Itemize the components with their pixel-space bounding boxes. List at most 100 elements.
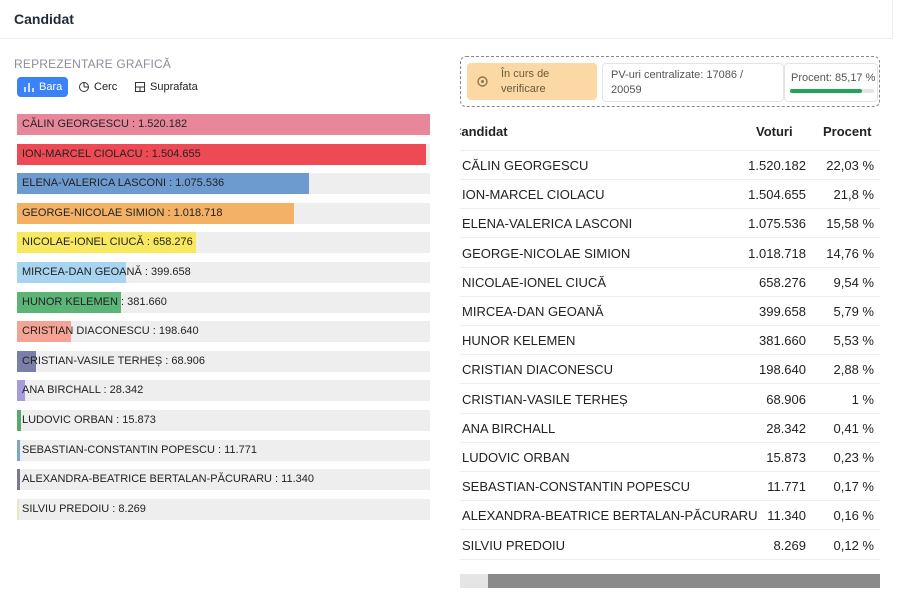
progress-track <box>790 89 874 93</box>
bar <box>17 173 310 195</box>
bar-track: ELENA-VALERICA LASCONI : 1.075.536 <box>17 173 430 195</box>
percent: 15,58 % <box>826 216 874 232</box>
scrollbar[interactable] <box>460 574 880 588</box>
tab-suprafata[interactable]: Suprafata <box>128 77 204 97</box>
tab-cerc[interactable]: Cerc <box>72 77 123 97</box>
candidate-name: CĂLIN GEORGESCU <box>462 158 589 173</box>
percent: 0,12 % <box>833 537 874 553</box>
votes: 198.640 <box>759 362 806 378</box>
status-badge: În curs de verificare <box>467 63 597 100</box>
votes: 658.276 <box>759 274 806 290</box>
bar-track: SILVIU PREDOIU : 8.269 <box>17 498 430 520</box>
bar-label: SEBASTIAN-CONSTANTIN POPESCU : 11.771 <box>22 443 257 456</box>
bar-track: CĂLIN GEORGESCU : 1.520.182 <box>17 114 430 135</box>
table-row: MIRCEA-DAN GEOANĂ 399.658 5,79 % <box>460 296 880 326</box>
candidate-name: ANA BIRCHALL <box>462 420 556 436</box>
bar-label: ANA BIRCHALL : 28.342 <box>22 384 144 397</box>
tab-label: Bara <box>39 81 63 93</box>
bar-label: CĂLIN GEORGESCU : 1.520.182 <box>22 118 188 130</box>
votes: 1.520.182 <box>748 158 806 173</box>
progress-text: Procent: 85,17 % <box>791 72 876 84</box>
candidate-name: CRISTIAN DIACONESCU <box>462 362 613 378</box>
pv-text: PV-uri centralizate: 17086 / 20059 <box>611 69 744 96</box>
tab-bara[interactable]: Bara <box>17 77 69 97</box>
bar-label: CRISTIAN DIACONESCU : 198.640 <box>22 325 199 338</box>
column-header: Voturi <box>756 124 793 139</box>
table-row: LUDOVIC ORBAN 15.873 0,23 % <box>460 442 880 472</box>
votes: 8.269 <box>773 537 806 553</box>
bar-track: NICOLAE-IONEL CIUCĂ : 658.276 <box>17 232 430 254</box>
icon <box>135 82 145 92</box>
candidate-name: MIRCEA-DAN GEOANĂ <box>462 304 604 319</box>
bar <box>17 380 25 402</box>
table-header: Candidat Voturi Procent <box>460 114 880 151</box>
progress-fill <box>790 89 862 93</box>
percent: 5,79 % <box>833 304 874 319</box>
table-row: ELENA-VALERICA LASCONI 1.075.536 15,58 % <box>460 208 880 239</box>
candidate-name: GEORGE-NICOLAE SIMION <box>462 245 631 261</box>
bar-label: MIRCEA-DAN GEOANĂ : 399.658 <box>22 266 191 278</box>
column-header: Procent <box>823 124 872 139</box>
bar <box>17 262 126 283</box>
pv-box: PV-uri centralizate: 17086 / 20059 <box>602 63 784 102</box>
bar-label: GEORGE-NICOLAE SIMION : 1.018.718 <box>22 206 223 219</box>
bar-track: GEORGE-NICOLAE SIMION : 1.018.718 <box>17 202 430 224</box>
candidate-name: CRISTIAN-VASILE TERHEȘ <box>462 391 628 407</box>
bar-track: ION-MARCEL CIOLACU : 1.504.655 <box>17 143 430 165</box>
votes: 381.660 <box>759 333 806 349</box>
bar-label: ELENA-VALERICA LASCONI : 1.075.536 <box>22 177 225 190</box>
bar-label: LUDOVIC ORBAN : 15.873 <box>22 414 156 426</box>
bar <box>17 232 196 254</box>
percent: 2,88 % <box>833 362 874 378</box>
bar <box>17 469 21 491</box>
candidate-name: NICOLAE-IONEL CIUCĂ <box>462 274 606 290</box>
bar <box>17 410 22 431</box>
percent: 14,76 % <box>826 245 874 261</box>
bar <box>17 291 121 313</box>
bar-track: LUDOVIC ORBAN : 15.873 <box>17 410 430 431</box>
bar-label: ALEXANDRA-BEATRICE BERTALAN-PĂCURARU : 1… <box>22 473 314 486</box>
header-title: Candidat <box>14 11 74 27</box>
column-header: Candidat <box>460 124 508 139</box>
table-row: ION-MARCEL CIOLACU 1.504.655 21,8 % <box>460 179 880 210</box>
candidate-name: ELENA-VALERICA LASCONI <box>462 216 633 232</box>
candidate-name: SILVIU PREDOIU <box>462 537 566 553</box>
bar-track: ALEXANDRA-BEATRICE BERTALAN-PĂCURARU : 1… <box>17 469 430 491</box>
table-row: CRISTIAN-VASILE TERHEȘ 68.906 1 % <box>460 384 880 414</box>
scroll-thumb[interactable] <box>488 574 880 588</box>
bar-label: ION-MARCEL CIOLACU : 1.504.655 <box>22 147 201 160</box>
candidate-name: ALEXANDRA-BEATRICE BERTALAN-PĂCURARU <box>462 508 758 524</box>
table-row: ALEXANDRA-BEATRICE BERTALAN-PĂCURARU 11.3… <box>460 500 880 531</box>
candidate-name: HUNOR KELEMEN <box>462 333 576 349</box>
votes: 68.906 <box>766 391 806 407</box>
bar-track: CRISTIAN-VASILE TERHEȘ : 68.906 <box>17 350 430 372</box>
table-row: CĂLIN GEORGESCU 1.520.182 22,03 % <box>460 150 880 180</box>
status-panel: În curs de verificare PV-uri centralizat… <box>460 56 880 107</box>
bar-label: NICOLAE-IONEL CIUCĂ : 658.276 <box>22 236 193 249</box>
icon <box>79 82 89 92</box>
percent: 22,03 % <box>826 158 874 173</box>
tab-label: Suprafata <box>150 81 198 93</box>
candidate-name: ION-MARCEL CIOLACU <box>462 187 605 203</box>
votes: 1.075.536 <box>748 216 806 232</box>
bar <box>17 143 426 165</box>
table-row: GEORGE-NICOLAE SIMION 1.018.718 14,76 % <box>460 238 880 268</box>
bar-track: ANA BIRCHALL : 28.342 <box>17 380 430 402</box>
bar <box>17 498 20 520</box>
table-row: SEBASTIAN-CONSTANTIN POPESCU 11.771 0,17 % <box>460 471 880 502</box>
candidate-name: LUDOVIC ORBAN <box>462 450 570 465</box>
progress-box: Procent: 85,17 % <box>784 63 878 102</box>
percent: 5,53 % <box>833 333 874 349</box>
percent: 9,54 % <box>833 274 874 290</box>
table-row: NICOLAE-IONEL CIUCĂ 658.276 9,54 % <box>460 267 880 297</box>
percent: 0,16 % <box>833 508 874 524</box>
icon <box>24 83 34 92</box>
percent: 0,17 % <box>833 479 874 495</box>
tab-label: Cerc <box>94 81 118 93</box>
percent: 1 % <box>851 391 874 407</box>
bar <box>17 350 36 372</box>
status-text: În curs de verificare <box>501 68 550 95</box>
votes: 1.504.655 <box>748 187 806 203</box>
results-table: Candidat Voturi Procent CĂLIN GEORGESCU 1… <box>460 114 880 562</box>
